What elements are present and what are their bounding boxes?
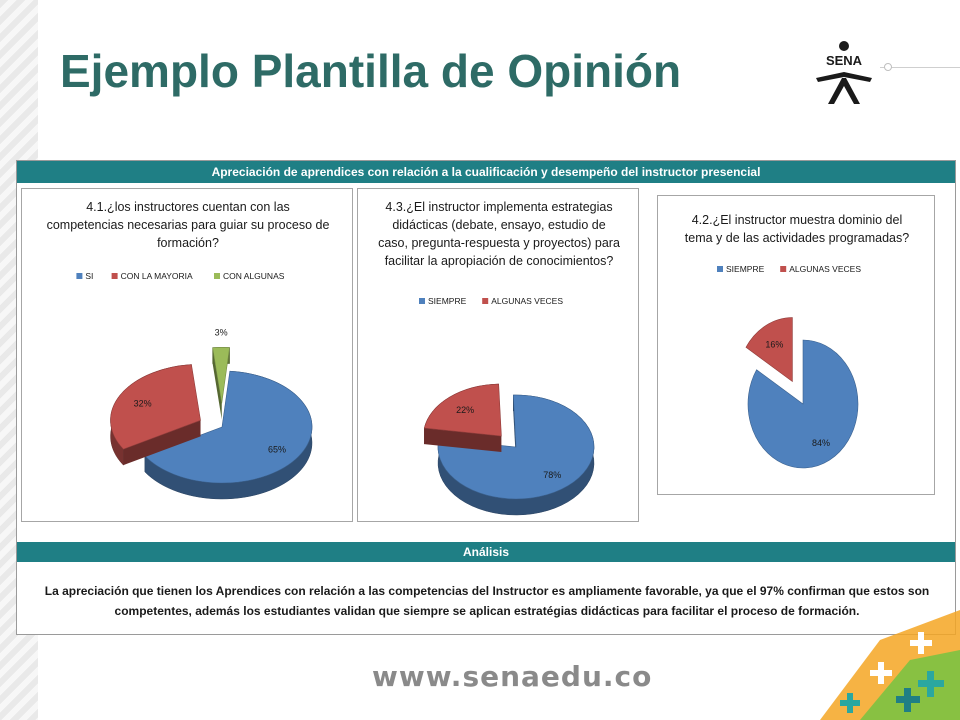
pie-slice xyxy=(423,383,502,453)
legend-label: SIEMPRE xyxy=(428,296,467,306)
chart-title-line: 4.3.¿El instructor implementa estrategia… xyxy=(385,200,612,214)
svg-text:SENA: SENA xyxy=(826,53,863,68)
pie-slice-top xyxy=(437,394,595,500)
pie-slice-top xyxy=(110,364,201,450)
pie-slice-top xyxy=(144,370,313,484)
chart-title-line: facilitar la apropiación de conocimiento… xyxy=(385,254,614,268)
pie-slice xyxy=(745,317,793,383)
legend-swatch xyxy=(717,266,723,272)
legend-swatch xyxy=(482,298,489,304)
legend-swatch xyxy=(780,266,787,272)
chart-title-line: competencias necesarias para guiar su pr… xyxy=(47,218,330,232)
pie-slice xyxy=(212,347,230,420)
data-label: 32% xyxy=(134,398,152,408)
legend-label: CON LA MAYORIA xyxy=(121,271,193,281)
logo-divider-line xyxy=(880,67,960,68)
chart-title-line: tema y de las actividades programadas? xyxy=(685,231,909,245)
chart-title-line: formación? xyxy=(157,236,219,250)
chart-box-4-2: 4.2.¿El instructor muestra dominio del te… xyxy=(657,195,935,495)
chart-title-line: 4.1.¿los instructores cuentan con las xyxy=(86,200,290,214)
data-label: 22% xyxy=(456,405,474,415)
legend-swatch xyxy=(76,273,83,279)
analysis-header: Análisis xyxy=(17,542,955,562)
legend-label: SIEMPRE xyxy=(726,264,765,274)
data-label: 65% xyxy=(268,444,286,454)
pie-slice-inner xyxy=(212,347,222,420)
legend-swatch xyxy=(214,273,220,279)
chart-title-line: didácticas (debate, ensayo, estudio de xyxy=(392,218,605,232)
legend-label: CON ALGUNAS xyxy=(223,271,285,281)
pie-slice xyxy=(110,364,201,466)
pie-slice xyxy=(747,339,859,469)
chart-title-line: 4.2.¿El instructor muestra dominio del xyxy=(692,213,903,227)
legend-label: ALGUNAS VECES xyxy=(789,264,861,274)
chart-box-4-3: 4.3.¿El instructor implementa estrategia… xyxy=(357,188,639,522)
legend-swatch xyxy=(419,298,425,304)
pie-slice-top xyxy=(745,317,793,383)
legend-label: ALGUNAS VECES xyxy=(491,296,563,306)
legend-label: SI xyxy=(85,271,93,281)
data-label: 84% xyxy=(812,438,830,448)
decorative-crosses xyxy=(820,610,960,720)
pie-slice-top xyxy=(747,339,859,469)
panel-header: Apreciación de aprendices con relación a… xyxy=(17,161,955,183)
logo-divider-ring xyxy=(884,63,892,71)
pie-slice xyxy=(437,394,595,516)
pie-slice-top xyxy=(423,383,502,437)
data-label: 78% xyxy=(543,470,561,480)
chart-box-4-1: 4.1.¿los instructores cuentan con las com… xyxy=(21,188,353,522)
pie-chart-0: 4.1.¿los instructores cuentan con las com… xyxy=(47,200,330,500)
legend-swatch xyxy=(111,273,118,279)
pie-chart-2: 4.2.¿El instructor muestra dominio del te… xyxy=(685,213,909,469)
analysis-text: La apreciación que tienen los Aprendices… xyxy=(44,584,930,618)
pie-slice-inner xyxy=(123,420,201,466)
pie-chart-1: 4.3.¿El instructor implementa estrategia… xyxy=(378,200,620,516)
chart-title-line: caso, pregunta-respuesta y proyectos) pa… xyxy=(378,236,620,250)
slide-title: Ejemplo Plantilla de Opinión xyxy=(60,45,682,97)
survey-panel: Apreciación de aprendices con relación a… xyxy=(16,160,956,635)
footer-url: www.senaedu.co xyxy=(372,660,653,693)
sena-logo: SENA xyxy=(816,41,872,104)
pie-slice xyxy=(144,370,313,500)
data-label: 3% xyxy=(215,327,228,337)
data-label: 16% xyxy=(765,339,783,349)
pie-slice-top xyxy=(212,347,230,404)
